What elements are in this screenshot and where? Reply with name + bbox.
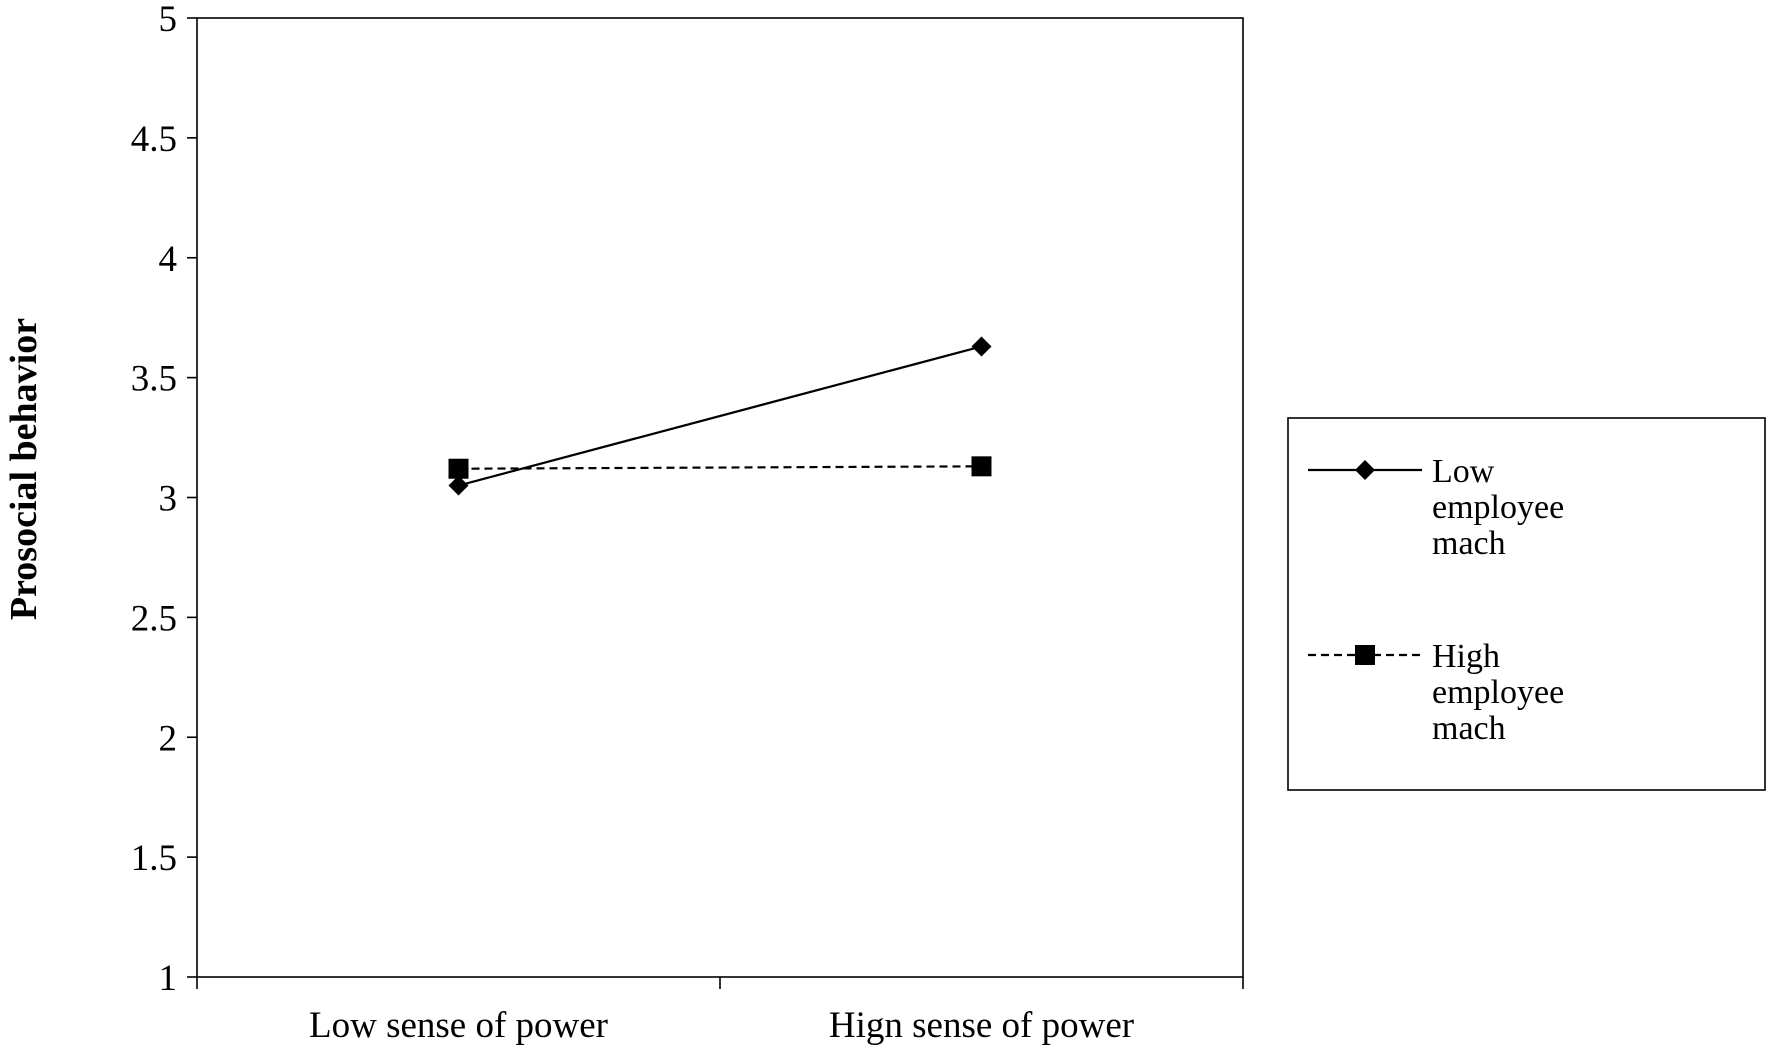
legend-marker — [1355, 460, 1375, 480]
plot-frame — [196, 17, 1244, 978]
legend-label: employee — [1432, 489, 1564, 526]
series-line — [458, 465, 982, 470]
x-tick-label: Low sense of power — [309, 1005, 608, 1046]
y-tick-label: 4 — [159, 239, 178, 280]
legend-box — [1287, 417, 1766, 791]
y-tick-label: 2 — [159, 718, 178, 759]
y-tick-label: 4.5 — [131, 119, 177, 160]
y-axis: 1 1.5 2 2.5 3 3.5 4 4.5 5 — [131, 0, 197, 999]
y-axis-title: Prosocial behavior — [3, 318, 45, 620]
legend-label: mach — [1432, 525, 1506, 562]
y-tick-label: 1 — [159, 958, 178, 999]
y-tick-label: 5 — [159, 0, 178, 40]
plot-area — [196, 17, 1244, 978]
series-2 — [448, 456, 992, 479]
legend-label: employee — [1432, 674, 1564, 711]
y-tick-label: 3.5 — [131, 359, 177, 400]
legend-label: High — [1432, 638, 1500, 675]
legend-marker — [1355, 645, 1375, 665]
legend-label: mach — [1432, 710, 1506, 747]
series-layer — [448, 336, 992, 496]
y-tick-label: 2.5 — [131, 598, 177, 639]
x-tick-label: Hign sense of power — [829, 1005, 1134, 1046]
series-line — [458, 345, 982, 487]
data-point — [448, 475, 469, 496]
data-point — [971, 336, 992, 357]
x-axis: Low sense of power Hign sense of power — [196, 977, 1244, 1046]
data-point — [971, 456, 992, 477]
y-tick-label: 3 — [159, 479, 178, 520]
data-point — [448, 458, 469, 479]
series-1 — [448, 336, 992, 496]
legend-label: Low — [1432, 453, 1495, 490]
y-tick-label: 1.5 — [131, 838, 177, 879]
